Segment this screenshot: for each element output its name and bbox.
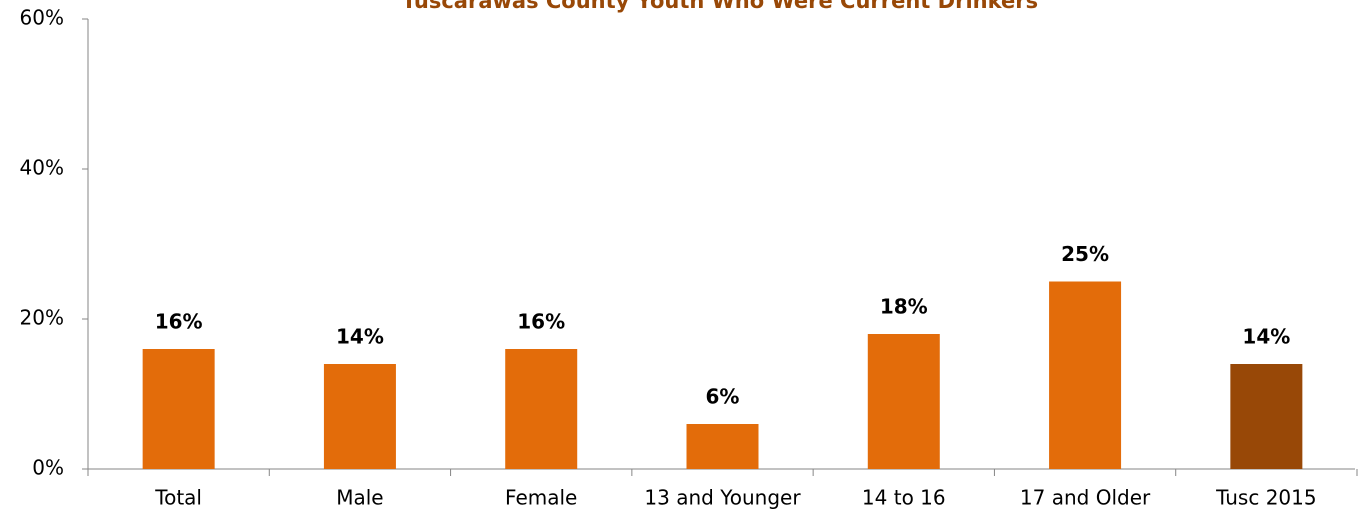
- y-tick-label: 60%: [20, 6, 64, 30]
- y-tick-label: 0%: [32, 456, 64, 480]
- value-label: 25%: [1061, 242, 1109, 266]
- x-tick-label: Total: [154, 486, 202, 510]
- bar: [323, 364, 396, 469]
- bar: [867, 334, 940, 469]
- y-tick-label: 40%: [20, 156, 64, 180]
- bar: [686, 424, 759, 469]
- y-tick-label: 20%: [20, 306, 64, 330]
- x-tick-label: Female: [505, 486, 577, 510]
- value-label: 14%: [336, 325, 384, 349]
- value-label: 18%: [880, 295, 928, 319]
- value-label: 6%: [706, 385, 740, 409]
- value-label: 14%: [1242, 325, 1290, 349]
- bar: [505, 349, 578, 469]
- x-tick-label: Male: [336, 486, 383, 510]
- x-tick-label: Tusc 2015: [1215, 486, 1317, 510]
- x-tick-label: 14 to 16: [862, 486, 946, 510]
- value-label: 16%: [517, 310, 565, 334]
- bar: [1230, 364, 1303, 469]
- chart-title: Tuscarawas County Youth Who Were Current…: [402, 0, 1038, 13]
- bar: [142, 349, 215, 469]
- x-tick-label: 13 and Younger: [644, 486, 801, 510]
- bar: [1049, 281, 1122, 469]
- value-label: 16%: [155, 310, 203, 334]
- x-tick-label: 17 and Older: [1020, 486, 1151, 510]
